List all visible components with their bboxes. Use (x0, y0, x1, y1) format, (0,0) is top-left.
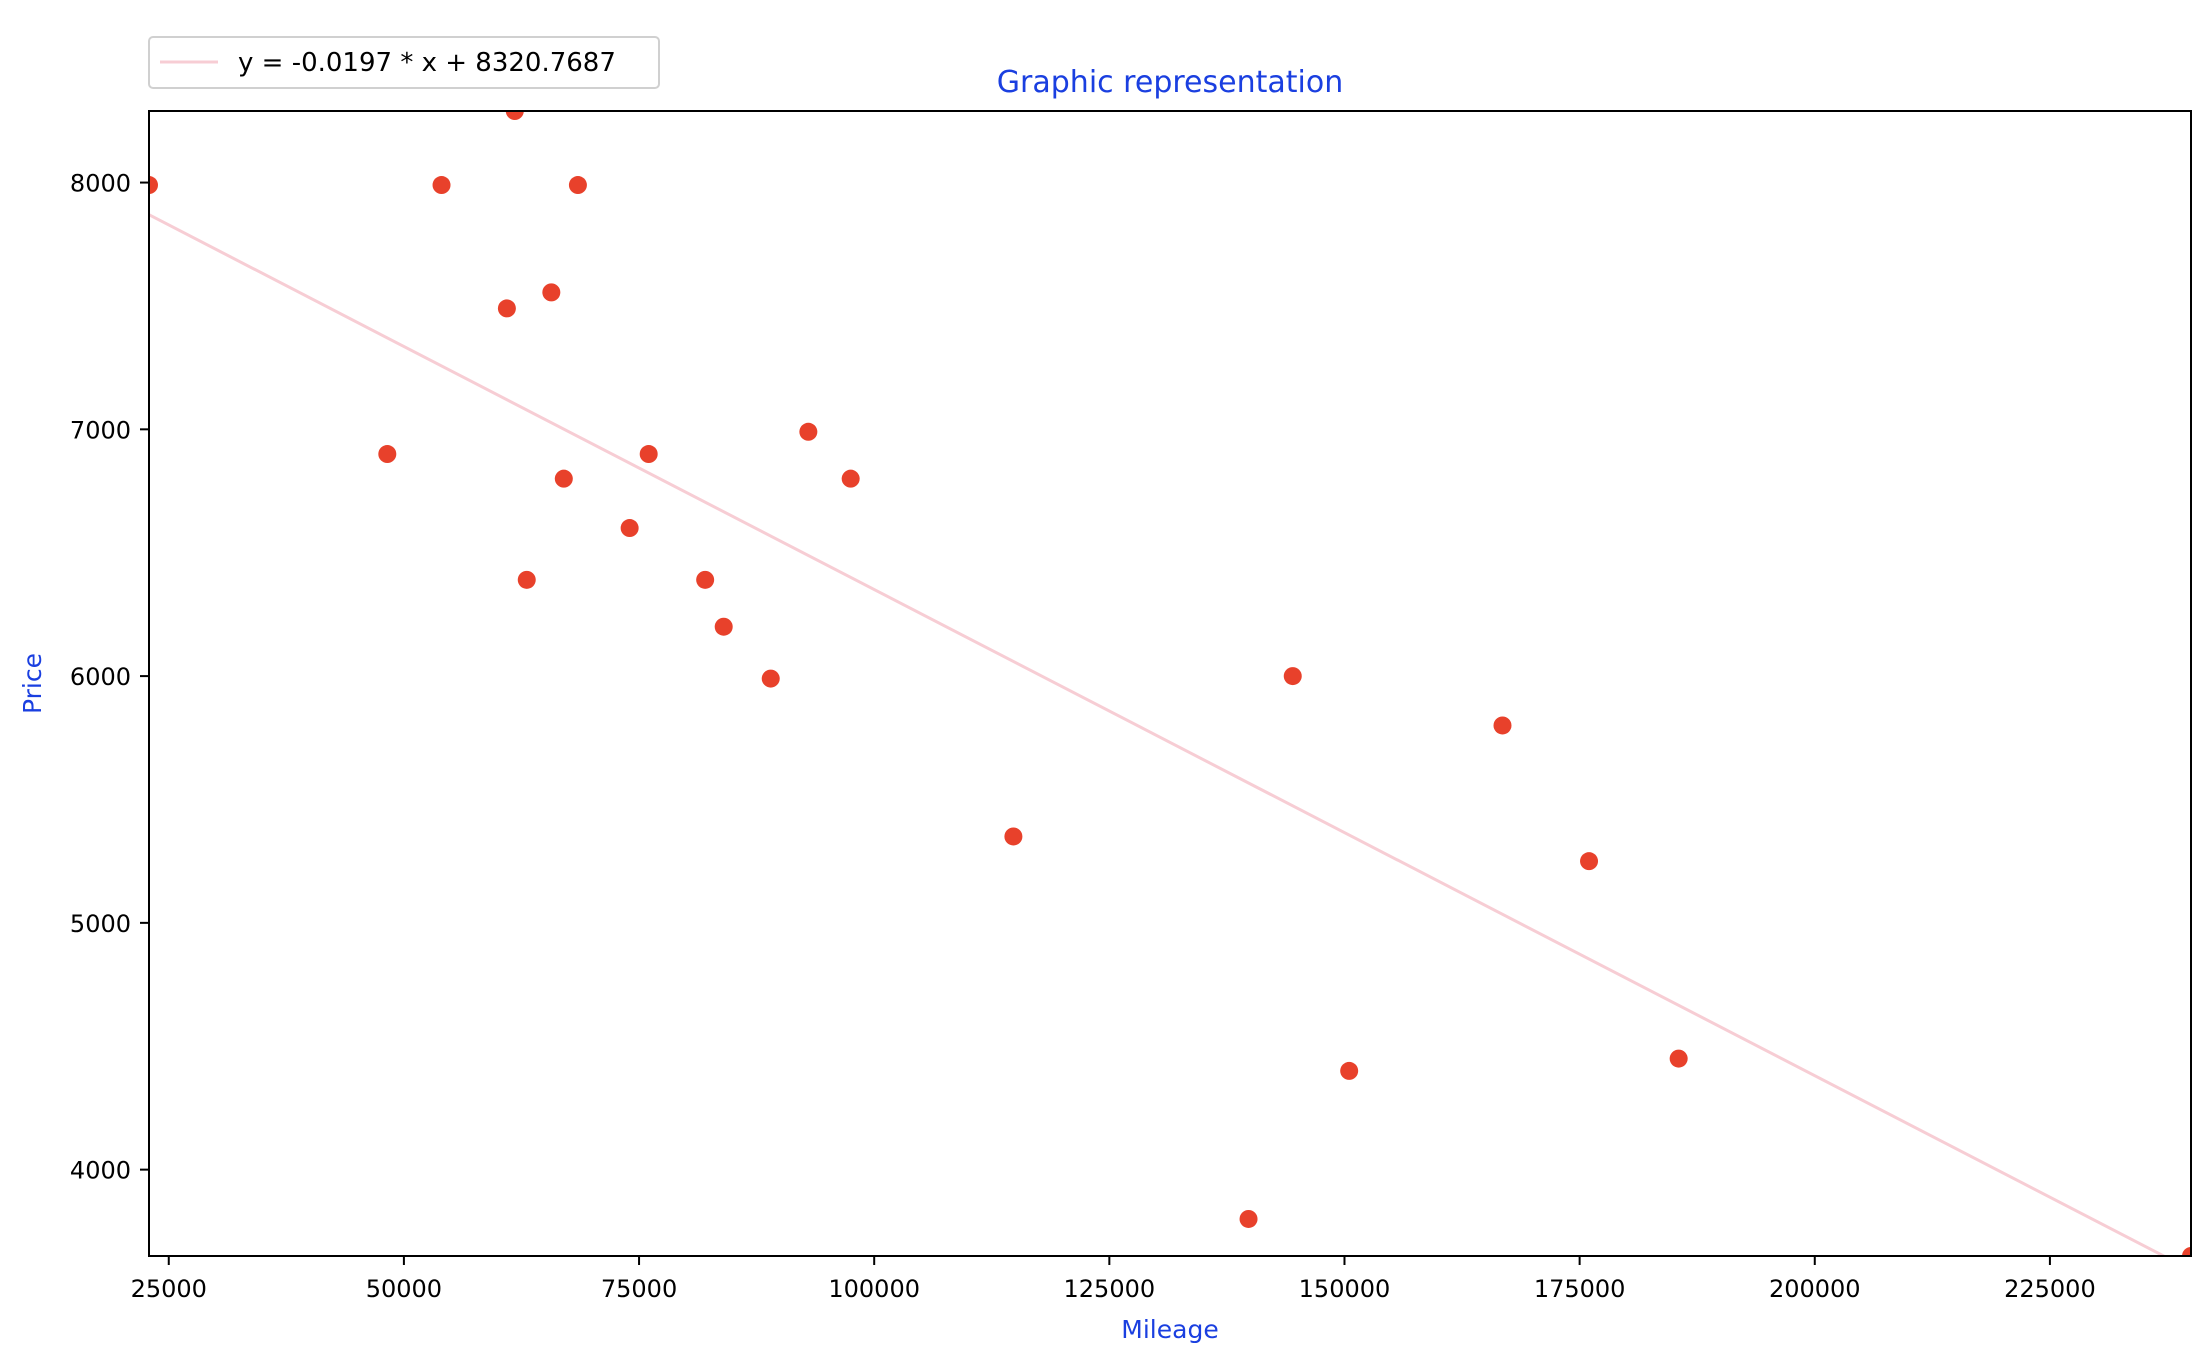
x-tick-label-75000: 75000 (601, 1275, 677, 1303)
y-tick-label-4000: 4000 (70, 1157, 131, 1185)
x-tick-label-50000: 50000 (366, 1275, 442, 1303)
data-point-11 (517, 570, 536, 589)
plot-area (149, 213, 2167, 1256)
data-point-1 (1239, 1209, 1258, 1228)
data-point-15 (639, 445, 658, 464)
data-point-23 (505, 111, 524, 120)
x-tick-label-100000: 100000 (828, 1275, 920, 1303)
y-tick-label-7000: 7000 (70, 416, 131, 444)
data-point-16 (378, 445, 397, 464)
data-point-8 (1283, 667, 1302, 686)
data-point-7 (761, 669, 780, 688)
chart-title: Graphic representation (997, 65, 1343, 100)
data-point-13 (841, 469, 860, 488)
data-point-22 (149, 176, 158, 195)
x-tick-label-25000: 25000 (131, 1275, 207, 1303)
x-axis-ticks: 25000 50000 75000 100000 125000 150000 175000 2… (131, 1256, 2096, 1303)
y-tick-label-8000: 8000 (70, 170, 131, 198)
data-point-19 (542, 283, 561, 302)
data-point-14 (554, 469, 573, 488)
legend-box (148, 36, 660, 89)
plot-frame (148, 110, 2192, 1257)
x-tick-label-150000: 150000 (1299, 1275, 1391, 1303)
legend: y = -0.0197 * x + 8320.7687 (148, 36, 660, 89)
regression-line (149, 213, 2167, 1256)
data-point-12 (620, 519, 639, 538)
data-point-20 (432, 176, 451, 195)
x-axis-label: Mileage (1121, 1315, 1218, 1344)
data-point-10 (696, 570, 715, 589)
data-point-17 (799, 422, 818, 441)
data-point-3 (1669, 1049, 1688, 1068)
data-point-2 (1340, 1061, 1359, 1080)
data-point-6 (1493, 716, 1512, 735)
data-point-18 (497, 299, 516, 318)
legend-label: y = -0.0197 * x + 8320.7687 (238, 48, 616, 78)
x-tick-label-175000: 175000 (1534, 1275, 1626, 1303)
y-tick-label-6000: 6000 (70, 663, 131, 691)
data-point-4 (1580, 852, 1599, 871)
data-points (149, 111, 2191, 1256)
x-tick-label-125000: 125000 (1064, 1275, 1156, 1303)
x-tick-label-200000: 200000 (1769, 1275, 1861, 1303)
data-point-0 (2182, 1247, 2191, 1256)
data-point-21 (568, 176, 587, 195)
x-tick-label-225000: 225000 (2004, 1275, 2096, 1303)
data-point-9 (714, 617, 733, 636)
y-tick-label-5000: 5000 (70, 910, 131, 938)
data-point-5 (1004, 827, 1023, 846)
y-axis-ticks: 4000 5000 6000 7000 8000 (70, 170, 149, 1185)
y-axis-label: Price (18, 653, 47, 714)
